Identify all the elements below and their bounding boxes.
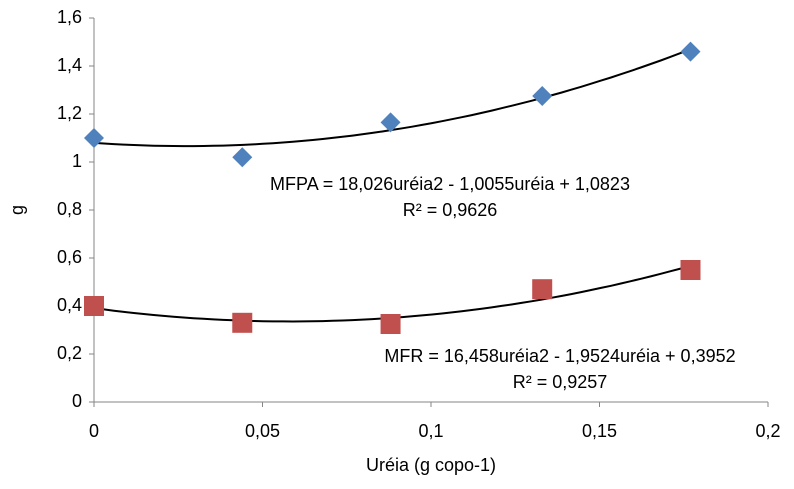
marker (232, 147, 253, 168)
x-tick-label: 0 (89, 421, 99, 441)
trendline-equation: MFPA = 18,026uréia2 - 1,0055uréia + 1,08… (270, 174, 630, 194)
x-tick-label: 0,05 (245, 421, 280, 441)
y-tick-label: 0,4 (57, 295, 82, 315)
marker (84, 296, 104, 316)
x-axis-title: Uréia (g copo-1) (366, 455, 496, 475)
x-tick-label: 0,15 (582, 421, 617, 441)
y-tick-label: 0 (72, 391, 82, 411)
marker (380, 112, 401, 133)
trendline-equation: R² = 0,9257 (513, 372, 608, 392)
y-tick-label: 0,8 (57, 199, 82, 219)
trendline-equation: MFR = 16,458uréia2 - 1,9524uréia + 0,395… (384, 346, 735, 366)
y-tick-label: 0,6 (57, 247, 82, 267)
trendline-equation: R² = 0,9626 (403, 200, 498, 220)
y-tick-label: 0,2 (57, 343, 82, 363)
y-tick-label: 1,6 (57, 7, 82, 27)
marker (380, 314, 401, 334)
x-tick-label: 0,1 (418, 421, 443, 441)
trendline (93, 264, 691, 323)
y-axis-title: g (7, 205, 27, 215)
marker (232, 312, 253, 333)
marker (84, 128, 104, 148)
y-tick-label: 1,4 (57, 55, 82, 75)
marker (680, 260, 701, 280)
y-tick-label: 1,2 (57, 103, 82, 123)
marker (532, 279, 553, 300)
y-tick-label: 1 (72, 151, 82, 171)
trendline (93, 48, 691, 148)
marker (680, 41, 701, 62)
x-tick-label: 0,2 (755, 421, 780, 441)
marker (532, 86, 553, 106)
